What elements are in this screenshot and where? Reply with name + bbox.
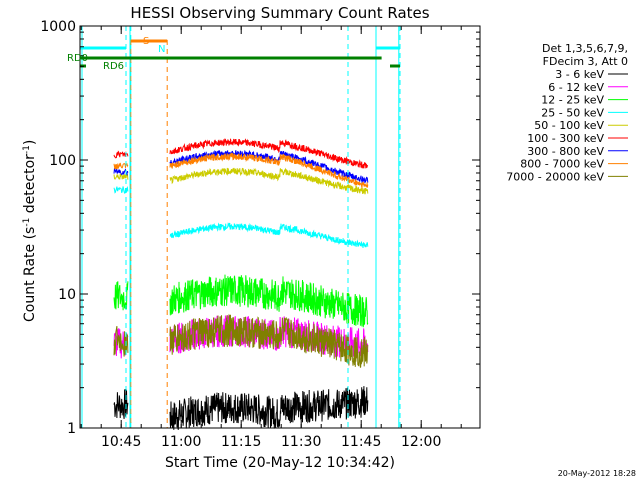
series-segment-early xyxy=(113,281,129,311)
legend: Det 1,3,5,6,7,9, FDecim 3, Att 0 3 - 6 k… xyxy=(506,42,628,183)
chart-title: HESSI Observing Summary Count Rates xyxy=(130,4,429,22)
legend-label: 3 - 6 keV xyxy=(555,68,604,81)
plot-lines xyxy=(80,26,401,430)
legend-label: 100 - 300 keV xyxy=(527,132,604,145)
y-label-end: ) xyxy=(22,140,38,145)
series-segment-early xyxy=(113,326,129,357)
legend-header-2: FDecim 3, Att 0 xyxy=(543,55,628,68)
legend-header-1: Det 1,3,5,6,7,9, xyxy=(542,42,628,55)
series-segment-main xyxy=(169,222,369,249)
flag-labels: S N RD0 RD6 xyxy=(67,36,165,72)
x-tick-label: 11:45 xyxy=(341,434,381,450)
x-tick-label: 11:15 xyxy=(221,434,261,450)
axes: 1 10 100 1000 10:45 11:00 11:15 11:30 11:45 12:00 xyxy=(40,19,480,450)
series-segment-main xyxy=(169,274,369,328)
series-segment-early xyxy=(113,162,129,170)
series-segment-early xyxy=(113,172,129,180)
y-label-mid: detector xyxy=(22,154,38,218)
y-axis-label: Count Rate (s-1 detector-1) xyxy=(22,140,38,322)
x-tick-label: 12:00 xyxy=(401,434,441,450)
footer-date: 20-May-2012 18:28 xyxy=(558,469,636,478)
series-segment-main xyxy=(169,138,369,169)
x-tick-label: 11:30 xyxy=(281,434,321,450)
legend-label: 50 - 100 keV xyxy=(534,119,604,132)
y-label-main: Count Rate (s xyxy=(22,227,38,322)
flag-label-n: N xyxy=(158,44,165,55)
plot-frame xyxy=(79,25,481,429)
flag-label-rd6: RD6 xyxy=(103,61,124,72)
x-axis-label: Start Time (20-May-12 10:34:42) xyxy=(165,455,395,471)
y-tick-label: 1000 xyxy=(40,19,76,35)
x-tick-label: 10:45 xyxy=(101,434,141,450)
flag-label-s: S xyxy=(143,36,149,47)
series-segment-main xyxy=(169,313,369,369)
y-label-sup: -1 xyxy=(22,218,32,227)
legend-label: 300 - 800 keV xyxy=(527,145,604,158)
series-segment-main xyxy=(169,152,369,189)
series-segment-main xyxy=(169,315,369,358)
series-segment-main xyxy=(169,167,369,195)
legend-label: 7000 - 20000 keV xyxy=(506,170,604,183)
series-segment-main xyxy=(169,386,369,430)
y-tick-label: 100 xyxy=(49,153,76,169)
flag-label-rd0: RD0 xyxy=(67,53,88,64)
legend-label: 12 - 25 keV xyxy=(541,94,604,107)
legend-label: 25 - 50 keV xyxy=(541,106,604,119)
legend-label: 6 - 12 keV xyxy=(548,81,604,94)
y-label-sup2: -1 xyxy=(22,145,32,154)
y-tick-label: 1 xyxy=(67,421,76,437)
legend-label: 800 - 7000 keV xyxy=(520,158,604,171)
x-tick-label: 11:00 xyxy=(161,434,201,450)
y-tick-label: 10 xyxy=(58,287,76,303)
